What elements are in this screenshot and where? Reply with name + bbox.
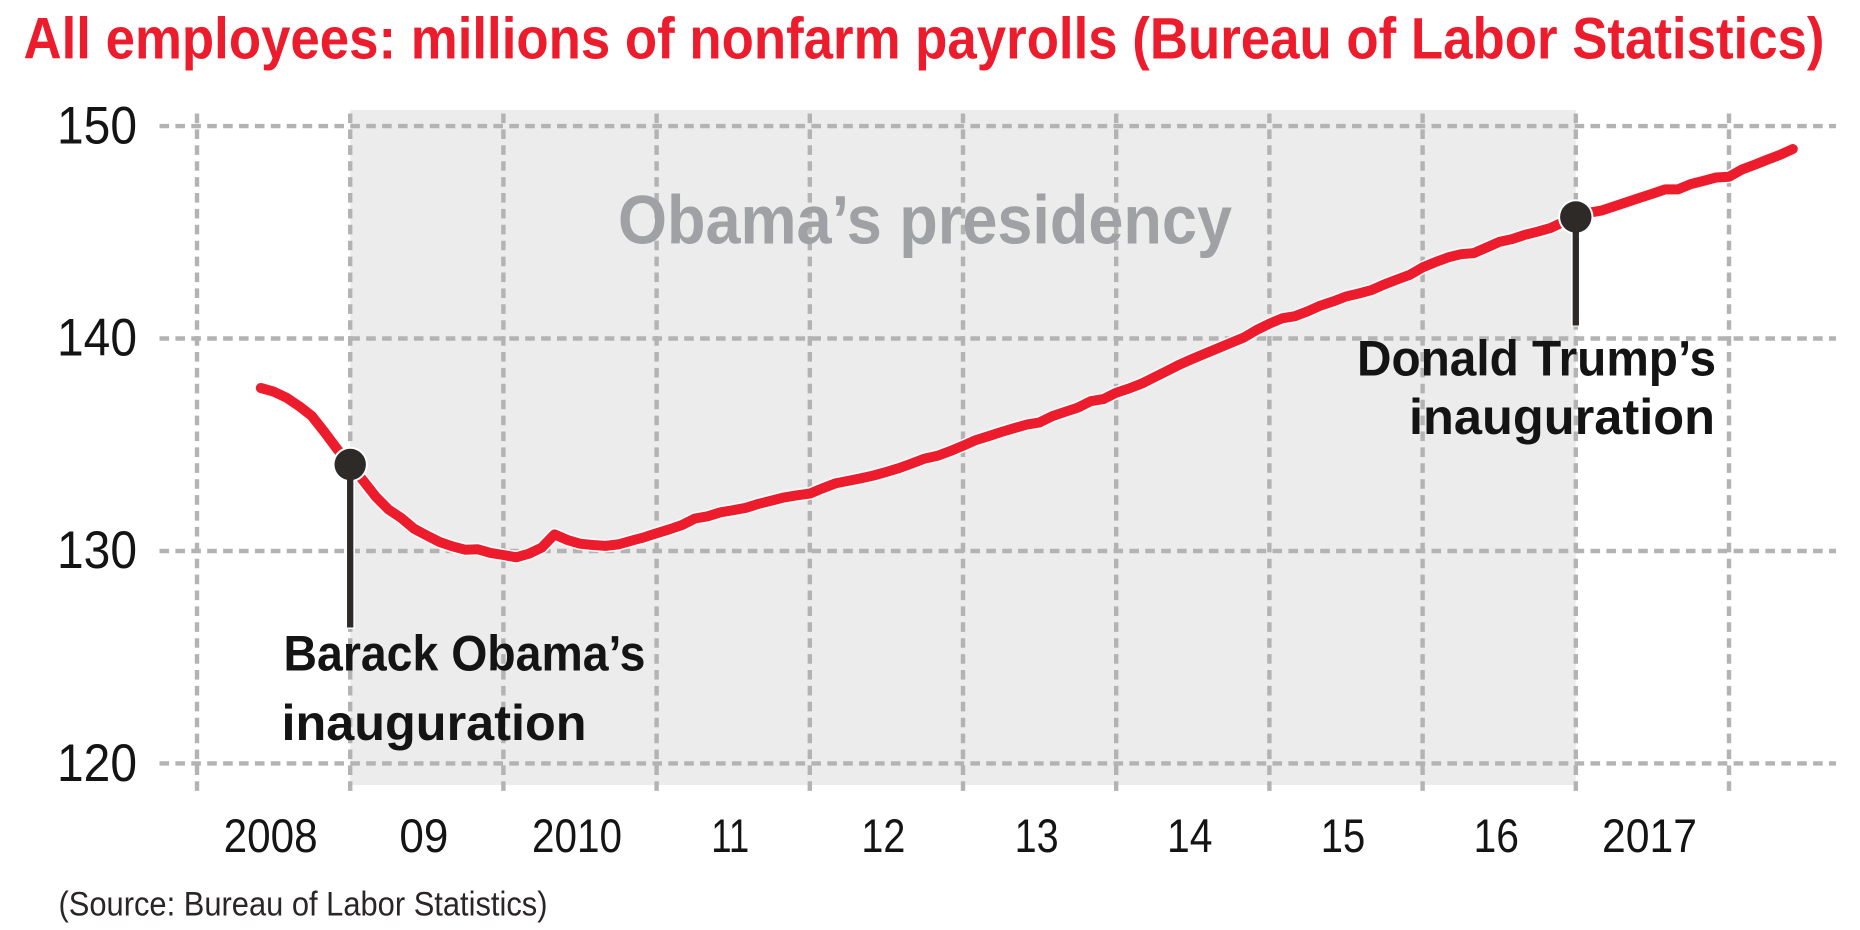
- svg-text:15: 15: [1321, 809, 1366, 862]
- svg-text:130: 130: [57, 521, 137, 580]
- svg-text:inauguration: inauguration: [282, 695, 587, 751]
- svg-text:150: 150: [57, 96, 137, 155]
- svg-text:2017: 2017: [1602, 809, 1697, 862]
- svg-text:All employees: millions of non: All employees: millions of nonfarm payro…: [24, 6, 1825, 71]
- svg-text:inauguration: inauguration: [1409, 389, 1715, 445]
- svg-text:(Source: Bureau of Labor Stati: (Source: Bureau of Labor Statistics): [59, 886, 548, 924]
- svg-text:Barack Obama’s: Barack Obama’s: [284, 626, 646, 682]
- svg-text:120: 120: [57, 734, 137, 793]
- svg-text:16: 16: [1473, 809, 1519, 862]
- svg-text:140: 140: [57, 309, 137, 368]
- svg-text:09: 09: [399, 809, 448, 862]
- svg-text:2010: 2010: [532, 809, 622, 862]
- svg-text:2008: 2008: [224, 809, 318, 862]
- svg-text:14: 14: [1167, 809, 1213, 862]
- svg-text:12: 12: [861, 809, 905, 862]
- svg-text:Obama’s presidency: Obama’s presidency: [618, 182, 1232, 259]
- svg-text:Donald Trump’s: Donald Trump’s: [1357, 331, 1716, 387]
- svg-text:11: 11: [711, 809, 749, 862]
- svg-text:13: 13: [1015, 809, 1059, 862]
